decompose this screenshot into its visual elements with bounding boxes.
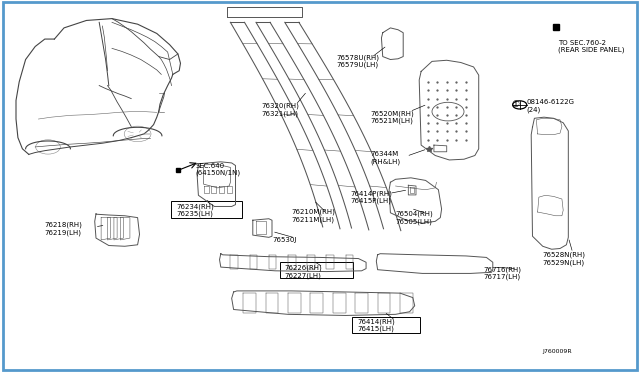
Text: 76520M(RH)
76521M(LH): 76520M(RH) 76521M(LH) (370, 110, 413, 124)
Text: 76226(RH)
76227(LH): 76226(RH) 76227(LH) (285, 264, 323, 279)
Text: 76530J: 76530J (272, 237, 296, 243)
Text: 76716(RH)
76717(LH): 76716(RH) 76717(LH) (483, 266, 521, 280)
Text: 76210M(RH)
76211M(LH): 76210M(RH) 76211M(LH) (291, 209, 335, 223)
Text: 76578U(RH)
76579U(LH): 76578U(RH) 76579U(LH) (336, 54, 379, 68)
Text: 76344M
(RH&LH): 76344M (RH&LH) (370, 151, 400, 165)
Text: TO SEC.760-2
(REAR SIDE PANEL): TO SEC.760-2 (REAR SIDE PANEL) (558, 40, 625, 53)
Text: 76320(RH)
76321(LH): 76320(RH) 76321(LH) (261, 103, 299, 117)
Text: SEC.640
(64150N/1N): SEC.640 (64150N/1N) (195, 163, 241, 176)
Text: J760009R: J760009R (543, 349, 572, 354)
Text: 76414(RH)
76415(LH): 76414(RH) 76415(LH) (357, 318, 395, 333)
Text: 76528N(RH)
76529N(LH): 76528N(RH) 76529N(LH) (543, 251, 586, 266)
Text: 76504(RH)
76505(LH): 76504(RH) 76505(LH) (396, 211, 433, 225)
Text: 08146-6122G
(24): 08146-6122G (24) (526, 99, 574, 113)
Text: ①: ① (511, 100, 519, 109)
Text: 76218(RH)
76219(LH): 76218(RH) 76219(LH) (45, 222, 83, 236)
Text: 76414P(RH)
76415P(LH): 76414P(RH) 76415P(LH) (351, 190, 392, 204)
Text: 76234(RH)
76235(LH): 76234(RH) 76235(LH) (176, 203, 214, 217)
